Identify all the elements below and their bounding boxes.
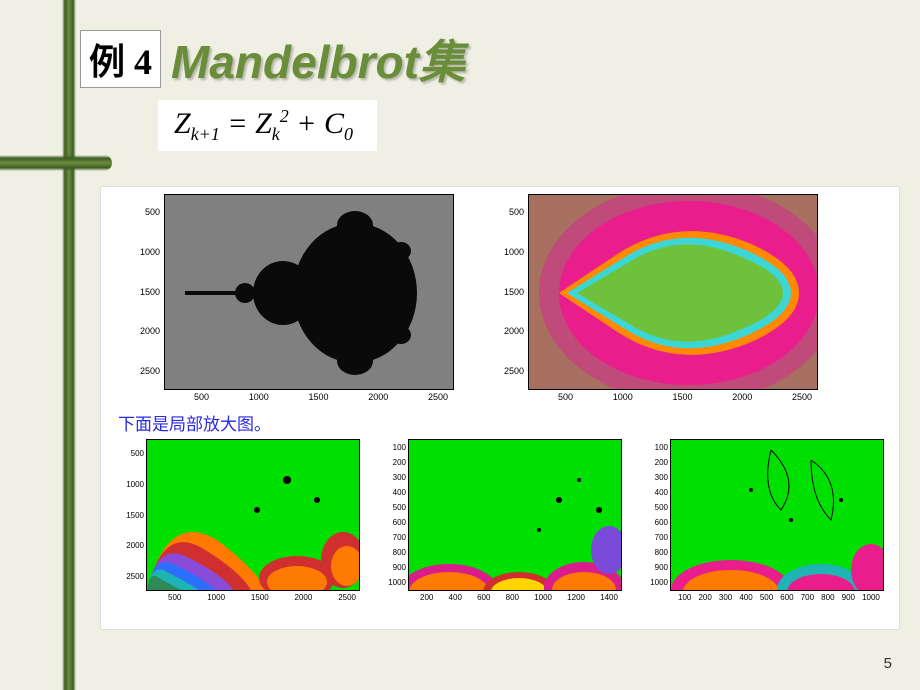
accent-vertical-bar bbox=[62, 0, 76, 690]
page-number: 5 bbox=[884, 655, 892, 672]
y-axis-ticks: 500 1000 1500 2000 2500 bbox=[130, 208, 160, 376]
zoom3-shape bbox=[671, 440, 884, 591]
x-axis-ticks: 200 400 600 800 1000 1200 1400 bbox=[420, 593, 618, 602]
zoom1-shape bbox=[147, 440, 360, 591]
formula-r1-var: Z bbox=[255, 107, 272, 140]
plot-area bbox=[146, 439, 360, 591]
x-axis-ticks: 100 200 300 400 500 600 700 800 900 1000 bbox=[678, 593, 880, 602]
formula-r1-sup: 2 bbox=[280, 106, 289, 126]
formula-r2-var: C bbox=[324, 107, 344, 140]
y-axis-ticks: 100 200 300 400 500 600 700 800 900 1000 bbox=[644, 443, 668, 587]
mandelbrot-color-shape bbox=[529, 195, 818, 390]
formula-r2-sub: 0 bbox=[344, 124, 353, 144]
formula-r1-sub: k bbox=[272, 124, 280, 144]
mandelbrot-shape bbox=[165, 195, 454, 390]
figure-panel: 500 1000 1500 2000 2500 500 1000 1500 20… bbox=[100, 186, 900, 630]
formula-eq: = bbox=[220, 107, 255, 140]
zoom-caption: 下面是局部放大图。 bbox=[118, 410, 890, 435]
chart-zoom-2: 100 200 300 400 500 600 700 800 900 1000… bbox=[408, 439, 622, 591]
chart-zoom-1: 500 1000 1500 2000 2500 500 1000 1500 20… bbox=[146, 439, 360, 591]
plot-area bbox=[164, 194, 454, 390]
chart-mandelbrot-grayscale: 500 1000 1500 2000 2500 500 1000 1500 20… bbox=[164, 194, 454, 390]
chart-zoom-3: 100 200 300 400 500 600 700 800 900 1000… bbox=[670, 439, 884, 591]
bottom-chart-row: 500 1000 1500 2000 2500 500 1000 1500 20… bbox=[120, 439, 890, 591]
y-axis-ticks: 100 200 300 400 500 600 700 800 900 1000 bbox=[382, 443, 406, 587]
y-axis-ticks: 500 1000 1500 2000 2500 bbox=[120, 449, 144, 581]
plot-area bbox=[408, 439, 622, 591]
zoom2-shape bbox=[409, 440, 622, 591]
formula-plus: + bbox=[289, 107, 324, 140]
chart-mandelbrot-color: 500 1000 1500 2000 2500 500 1000 1500 20… bbox=[528, 194, 818, 390]
top-chart-row: 500 1000 1500 2000 2500 500 1000 1500 20… bbox=[130, 194, 890, 390]
plot-area bbox=[528, 194, 818, 390]
plot-area bbox=[670, 439, 884, 591]
formula-lhs-var: Z bbox=[174, 107, 191, 140]
y-axis-ticks: 500 1000 1500 2000 2500 bbox=[494, 208, 524, 376]
x-axis-ticks: 500 1000 1500 2000 2500 bbox=[558, 392, 812, 402]
slide-title: Mandelbrot集 bbox=[171, 26, 465, 92]
example-number-box: 例 4 bbox=[80, 30, 161, 88]
x-axis-ticks: 500 1000 1500 2000 2500 bbox=[194, 392, 448, 402]
formula-lhs-sub: k+1 bbox=[191, 124, 220, 144]
x-axis-ticks: 500 1000 1500 2000 2500 bbox=[168, 593, 356, 602]
accent-horizontal-bar bbox=[0, 155, 112, 171]
slide-header: 例 4 Mandelbrot集 bbox=[80, 26, 465, 92]
recurrence-formula: Zk+1 = Zk2 + C0 bbox=[158, 100, 377, 151]
